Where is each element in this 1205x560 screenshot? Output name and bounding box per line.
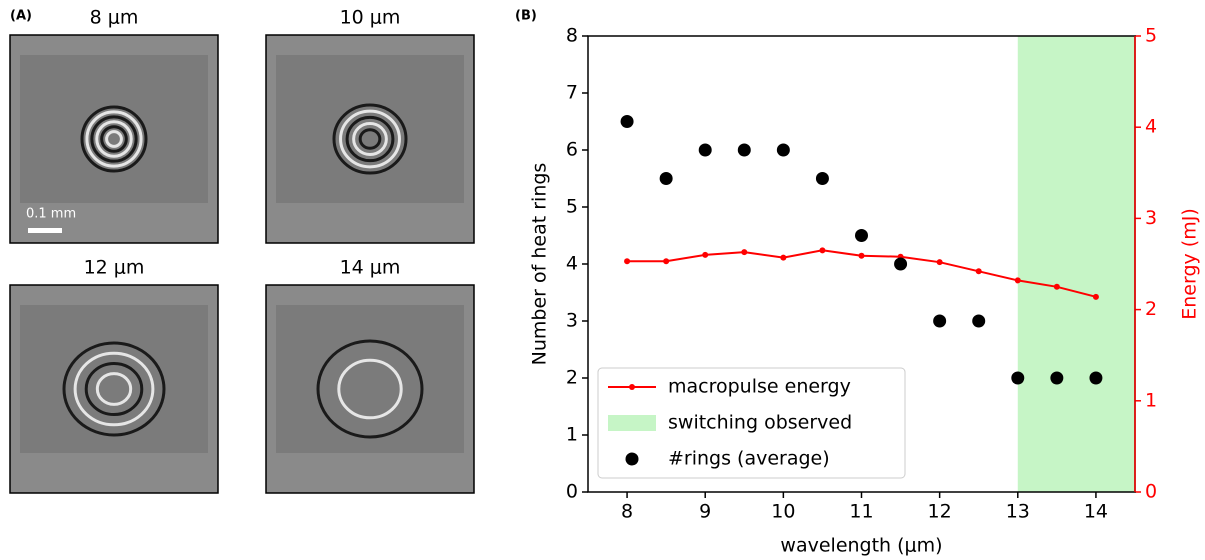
energy-point (1053, 283, 1060, 290)
y-tick-label: 6 (566, 139, 578, 161)
y2-tick-label: 0 (1145, 481, 1157, 503)
ring-point (933, 314, 947, 328)
x-tick-label: 10 (771, 501, 795, 523)
legend-label: #rings (average) (668, 448, 830, 470)
ring-point (1011, 371, 1025, 385)
legend-swatch (608, 415, 656, 431)
image-shade (20, 305, 208, 453)
energy-point (1092, 293, 1099, 300)
y-tick-label: 5 (566, 196, 578, 218)
panel-label: (A) (10, 9, 32, 24)
y-axis-label: Number of heat rings (529, 163, 551, 366)
y-tick-label: 3 (566, 310, 578, 332)
energy-point (663, 258, 670, 265)
energy-point (819, 247, 826, 254)
image-shade (276, 305, 464, 453)
y2-tick-label: 1 (1145, 389, 1157, 411)
heat-ring (358, 128, 382, 150)
legend-box (597, 367, 906, 479)
image-title: 10 μm (340, 7, 401, 29)
ring-point (620, 115, 634, 128)
ring-point (972, 314, 986, 328)
heat-ring (352, 122, 388, 156)
ring-point (659, 172, 673, 185)
heat-ring (95, 372, 133, 406)
energy-point (624, 258, 631, 265)
energy-point (741, 249, 748, 256)
y-tick-label: 0 (566, 481, 578, 503)
x-tick-label: 8 (621, 501, 633, 523)
heat-ring (73, 351, 155, 427)
x-tick-label: 13 (1006, 501, 1030, 523)
x-tick-label: 11 (849, 501, 873, 523)
heat-ring (332, 103, 408, 175)
heat-ring (80, 105, 148, 173)
image-shade (20, 55, 208, 203)
y-tick-label: 7 (566, 82, 578, 104)
ring-point (894, 257, 908, 271)
y2-tick-label: 2 (1145, 298, 1157, 320)
ring-point (698, 143, 712, 157)
micrograph (9, 284, 219, 494)
panel-label: (B) (515, 9, 537, 24)
ring-point (1089, 371, 1103, 385)
legend-label: macropulse energy (668, 376, 851, 398)
energy-point (702, 251, 709, 258)
y2-axis-label: Energy (mJ) (1179, 208, 1201, 320)
heat-ring (100, 125, 128, 153)
ring-point (1050, 371, 1064, 385)
scale-bar-label: 0.1 mm (26, 207, 76, 222)
heat-ring (105, 130, 123, 148)
heat-ring (316, 339, 424, 439)
y2-tick-label: 3 (1145, 207, 1157, 229)
heat-ring (337, 358, 403, 420)
heat-ring (339, 109, 401, 169)
heat-ring (84, 361, 144, 417)
image-title: 14 μm (340, 257, 401, 279)
energy-point (858, 252, 865, 259)
y-tick-label: 4 (566, 253, 578, 275)
micrograph (265, 284, 475, 494)
legend-swatch (625, 452, 639, 466)
energy-point (780, 254, 787, 261)
heat-ring (95, 120, 133, 158)
x-tick-label: 14 (1084, 501, 1108, 523)
heat-ring (62, 341, 166, 437)
y2-tick-label: 4 (1145, 116, 1157, 138)
ring-point (737, 143, 751, 157)
micrograph (9, 34, 219, 244)
image-title: 12 μm (84, 257, 145, 279)
energy-point (1014, 277, 1021, 284)
ring-point (815, 172, 829, 185)
energy-point (936, 259, 943, 266)
legend-swatch (629, 384, 635, 390)
x-tick-label: 12 (928, 501, 952, 523)
legend-label: switching observed (668, 412, 852, 434)
image-title: 8 μm (90, 7, 139, 29)
y-tick-label: 1 (566, 424, 578, 446)
energy-point (975, 268, 982, 275)
heat-ring (90, 115, 138, 163)
heat-ring (85, 110, 143, 168)
y-tick-label: 2 (566, 367, 578, 389)
heat-ring (345, 115, 395, 163)
y-tick-label: 8 (566, 25, 578, 47)
x-axis-label: wavelength (μm) (780, 535, 942, 557)
y2-tick-label: 5 (1145, 25, 1157, 47)
micrograph (265, 34, 475, 244)
scale-bar (28, 228, 62, 233)
ring-point (855, 229, 868, 242)
x-tick-label: 9 (699, 501, 711, 523)
shaded-span (1017, 36, 1135, 492)
ring-point (776, 143, 790, 157)
